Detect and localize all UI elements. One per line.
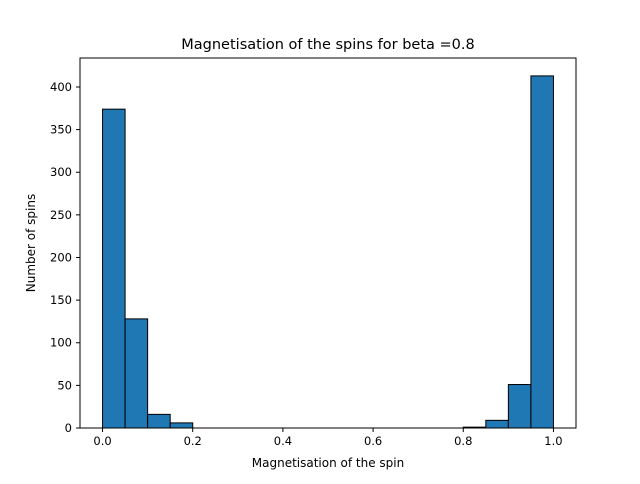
y-tick-label: 200 — [50, 250, 72, 264]
chart-title: Magnetisation of the spins for beta =0.8 — [181, 37, 474, 53]
histogram-bar — [102, 108, 126, 429]
y-tick-label: 100 — [50, 336, 72, 350]
x-tick-label: 0.8 — [454, 434, 472, 448]
x-axis-ticks: 0.0 0.2 0.4 0.6 0.8 1.0 — [93, 428, 563, 448]
y-tick-label: 50 — [57, 378, 72, 392]
x-tick-label: 0.6 — [364, 434, 382, 448]
histogram-bar — [124, 318, 149, 429]
histogram-bar — [507, 384, 532, 429]
histogram-bar — [530, 75, 554, 429]
plot-frame — [79, 57, 577, 429]
y-tick-label: 350 — [50, 123, 72, 137]
x-tick-label: 1.0 — [544, 434, 562, 448]
y-tick-label: 150 — [50, 293, 72, 307]
histogram-bar — [147, 413, 171, 429]
x-axis-label: Magnetisation of the spin — [252, 456, 404, 470]
y-axis-label: Number of spins — [24, 194, 38, 292]
y-axis-ticks: 0 50 100 150 200 250 300 350 400 — [50, 80, 80, 435]
y-tick-label: 250 — [50, 208, 72, 222]
histogram-bar — [485, 419, 509, 429]
x-tick-label: 0.0 — [93, 434, 111, 448]
y-tick-label: 300 — [50, 165, 72, 179]
y-tick-label: 0 — [65, 421, 72, 435]
histogram-bar — [169, 422, 194, 429]
y-tick-label: 400 — [50, 80, 72, 94]
x-tick-label: 0.4 — [274, 434, 292, 448]
x-tick-label: 0.2 — [184, 434, 202, 448]
